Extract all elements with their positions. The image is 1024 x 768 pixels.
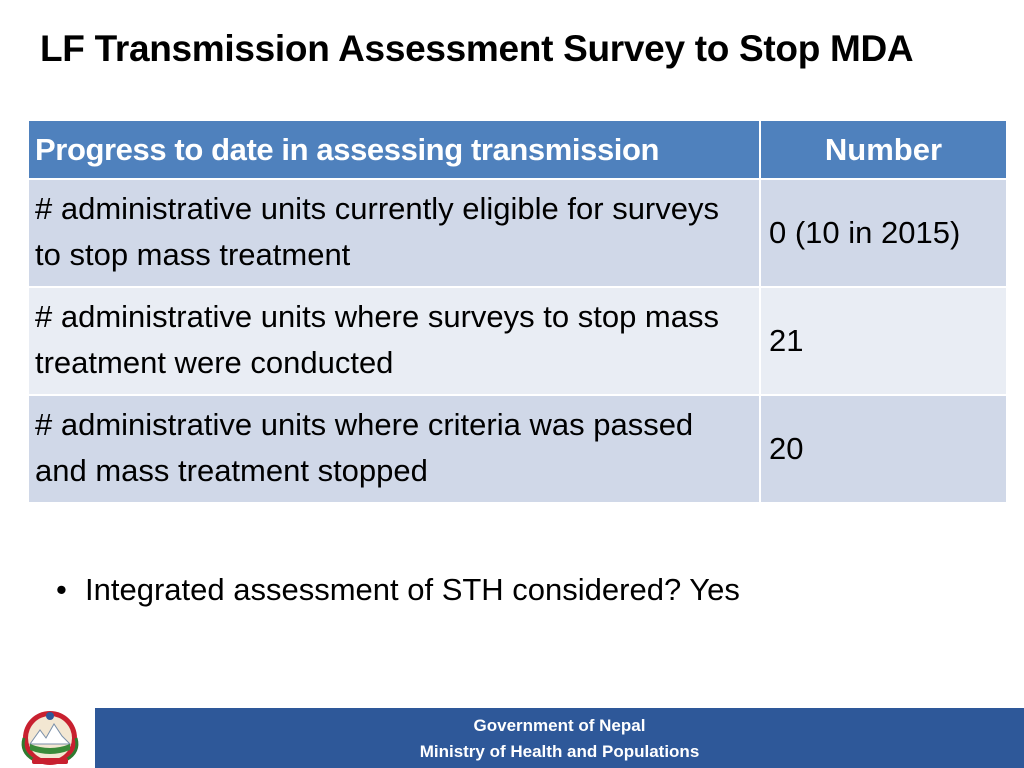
row-label: # administrative units currently eligibl…: [27, 178, 761, 288]
footer-bar: Government of Nepal Ministry of Health a…: [95, 708, 1024, 768]
row-value: 0 (10 in 2015): [759, 178, 1008, 288]
bullet-text: Integrated assessment of STH considered?…: [85, 572, 740, 607]
footer-ministry: Ministry of Health and Populations: [419, 742, 700, 761]
table-row: # administrative units currently eligibl…: [27, 178, 1008, 288]
progress-table: Progress to date in assessing transmissi…: [27, 119, 1008, 504]
table-header-row: Progress to date in assessing transmissi…: [27, 119, 1008, 180]
table-row: # administrative units where criteria wa…: [27, 394, 1008, 504]
nepal-government-emblem-icon: [21, 711, 79, 765]
column-header-number: Number: [759, 119, 1008, 180]
slide-title: LF Transmission Assessment Survey to Sto…: [40, 28, 914, 69]
row-label: # administrative units where surveys to …: [27, 286, 761, 396]
column-header-progress: Progress to date in assessing transmissi…: [27, 119, 761, 180]
footer-government: Government of Nepal: [473, 716, 646, 735]
row-value: 21: [759, 286, 1008, 396]
table-row: # administrative units where surveys to …: [27, 286, 1008, 396]
row-value: 20: [759, 394, 1008, 504]
bullet-item: • Integrated assessment of STH considered…: [56, 572, 740, 608]
bullet-dot-icon: •: [56, 572, 67, 607]
row-label: # administrative units where criteria wa…: [27, 394, 761, 504]
